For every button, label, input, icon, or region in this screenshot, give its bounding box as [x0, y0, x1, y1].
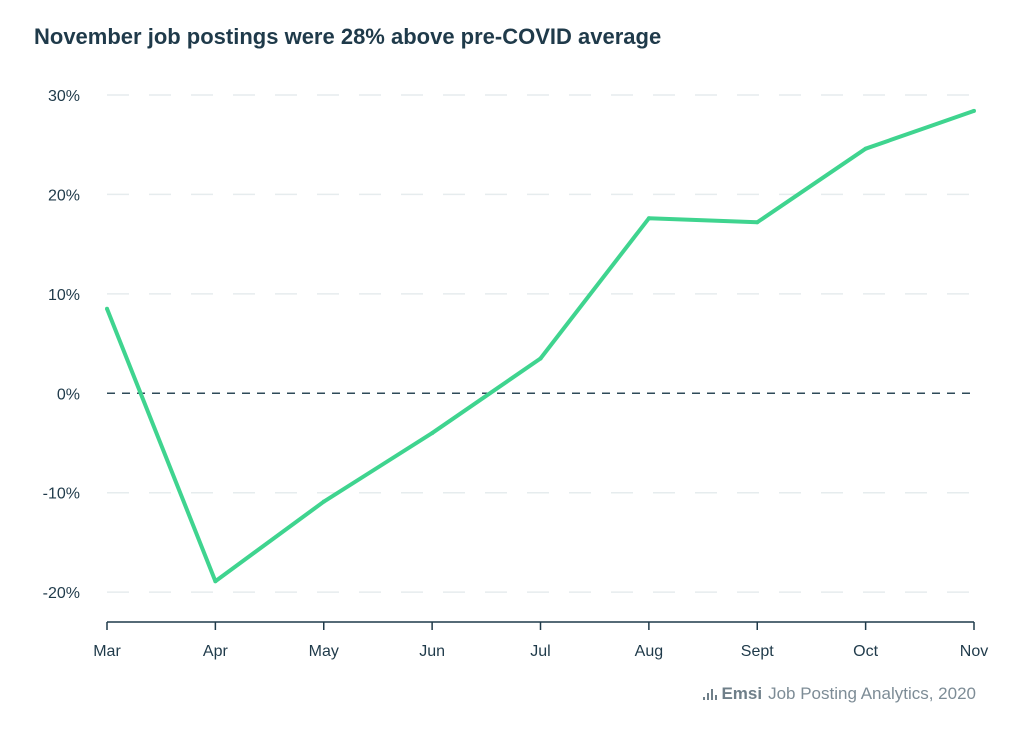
y-tick-label: 10%: [48, 287, 80, 304]
logo-text: Emsi: [721, 684, 763, 703]
x-tick-label: Nov: [960, 643, 988, 660]
y-tick-label: 0%: [57, 386, 80, 403]
source-note: Emsi Job Posting Analytics, 2020: [703, 684, 976, 704]
emsi-logo: Emsi: [703, 684, 762, 704]
y-tick-label: 20%: [48, 187, 80, 204]
source-text: Job Posting Analytics, 2020: [768, 684, 976, 703]
y-tick-label: -10%: [43, 486, 80, 503]
series-line: [105, 109, 975, 584]
x-tick-label: Apr: [203, 643, 229, 660]
data-point-nov: [972, 108, 976, 113]
y-tick-label: -20%: [43, 585, 80, 602]
data-point-apr: [213, 579, 218, 584]
chart-title: November job postings were 28% above pre…: [34, 24, 662, 49]
line-chart: 30% 20% 10% 0% -10% -20% Mar Apr May Jun Jul Aug Sep…: [43, 88, 989, 660]
data-point-mar: [105, 306, 109, 311]
bar-chart-icon: [703, 688, 718, 700]
x-tick-label: Aug: [635, 643, 663, 660]
data-point-aug: [646, 216, 651, 221]
data-point-jun: [430, 431, 435, 436]
x-tick-label: Mar: [93, 643, 121, 660]
data-point-sept: [755, 220, 760, 225]
x-tick-label: Oct: [853, 643, 878, 660]
x-tick-label: Jul: [530, 643, 550, 660]
x-tick-label: Sept: [741, 643, 774, 660]
x-tick-label: Jun: [419, 643, 445, 660]
x-tick-label: May: [309, 643, 339, 660]
data-point-may: [321, 499, 326, 504]
y-tick-label: 30%: [48, 88, 80, 105]
data-point-oct: [863, 146, 868, 151]
data-point-jul: [538, 356, 543, 361]
